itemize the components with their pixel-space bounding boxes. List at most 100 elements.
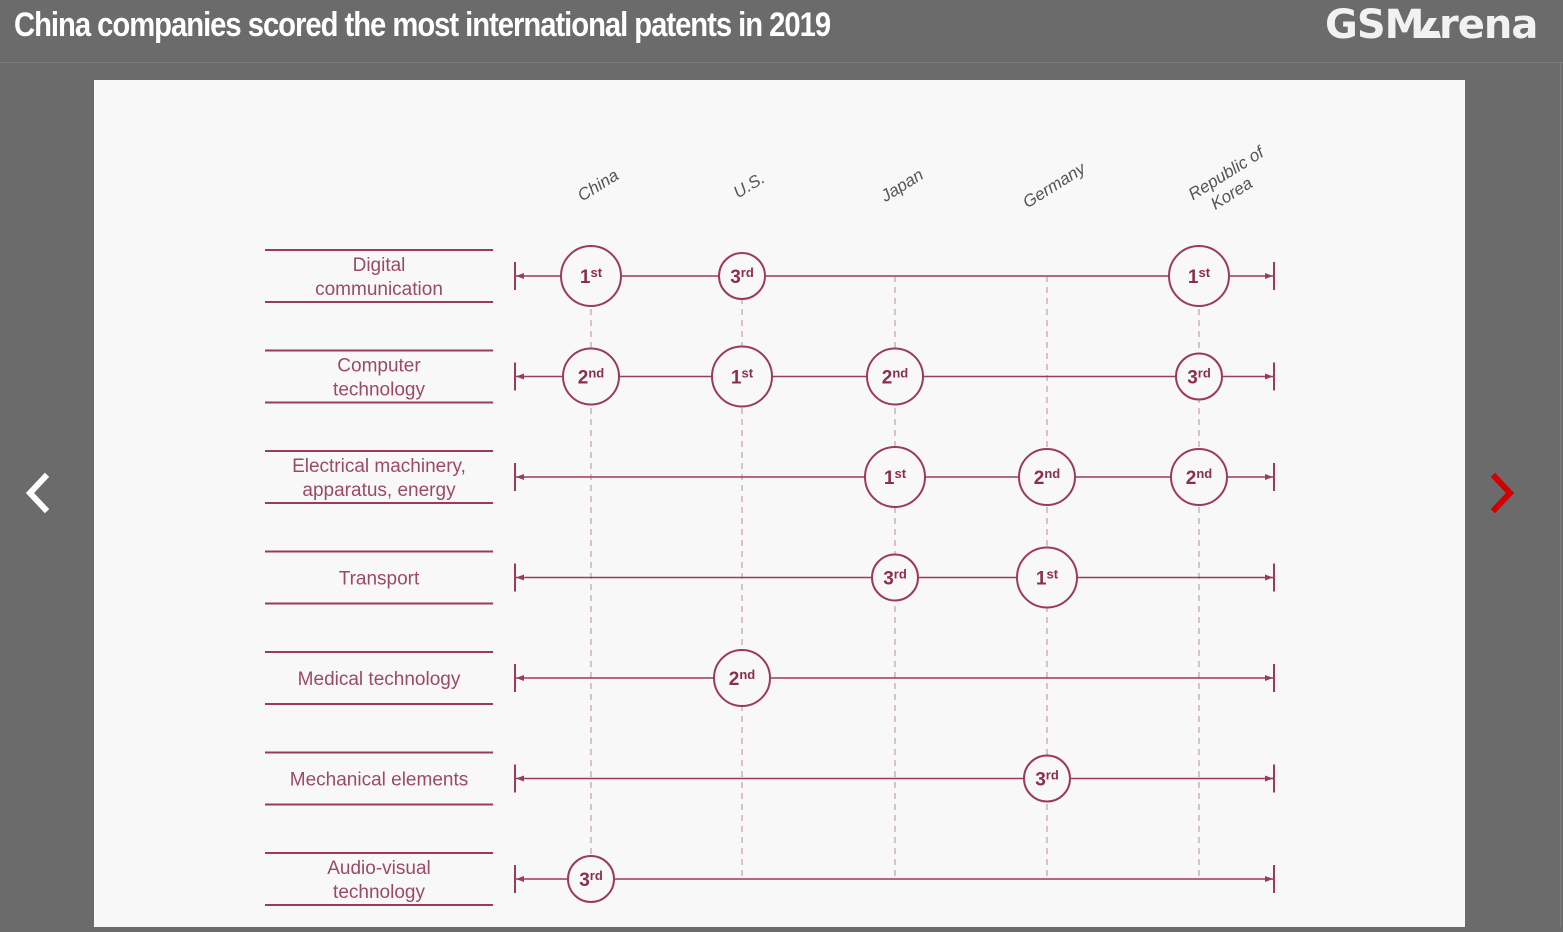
rank-suffix: st	[895, 466, 907, 481]
row-label-line: communication	[315, 279, 443, 300]
rank-marker: 2nd	[562, 347, 620, 406]
rank-marker: 1st	[560, 245, 622, 307]
rank-suffix: rd	[1198, 366, 1211, 381]
rank-label: 1st	[1188, 265, 1211, 288]
rank-number: 1	[1188, 267, 1199, 288]
rank-number: 3	[883, 569, 894, 590]
rank-number: 3	[579, 870, 590, 891]
rank-circle	[1168, 245, 1230, 307]
patent-ranking-chart: China U.S. Japan Germany Republic ofKorea Dig…	[265, 142, 1275, 906]
rank-circle	[1016, 546, 1078, 609]
row-label-line: apparatus, energy	[302, 480, 456, 501]
rank-suffix: rd	[894, 567, 907, 582]
rank-suffix: nd	[739, 667, 755, 682]
rank-label: 3rd	[1187, 366, 1211, 389]
rank-suffix: rd	[741, 265, 754, 280]
rank-circle	[871, 553, 919, 602]
rank-suffix: nd	[1044, 466, 1060, 481]
row-label: Digital communication	[315, 255, 443, 300]
rank-label: 2nd	[1186, 466, 1213, 489]
rank-number: 3	[730, 267, 741, 288]
rank-number: 2	[1186, 468, 1197, 489]
column-label-line: U.S.	[730, 169, 768, 203]
row-label-line: technology	[333, 882, 425, 903]
rank-circle	[1175, 352, 1223, 401]
page-title: China companies scored the most internat…	[14, 6, 831, 44]
column-label-japan: Japan	[877, 165, 927, 206]
rank-marker: 2nd	[713, 649, 771, 707]
row-label: Transport	[339, 569, 420, 590]
column-label-line: China	[574, 166, 622, 206]
next-image-button[interactable]	[1482, 468, 1522, 518]
rank-circle	[567, 855, 615, 903]
rank-marker: 3rd	[567, 855, 615, 903]
rank-marker: 3rd	[871, 553, 919, 602]
rank-circle	[562, 347, 620, 406]
rank-marker: 1st	[864, 446, 926, 508]
chevron-right-icon	[1490, 472, 1515, 514]
rank-marker: 3rd	[718, 252, 766, 300]
row-electrical-machinery-apparatus-energy: Electrical machinery, apparatus, energy 1s…	[265, 446, 1275, 508]
rank-label: 1st	[884, 466, 907, 489]
rank-circle	[713, 649, 771, 707]
column-label-u-s-: U.S.	[730, 169, 768, 203]
rank-circle	[1018, 448, 1076, 506]
rank-label: 2nd	[882, 366, 909, 389]
previous-image-button[interactable]	[18, 468, 58, 518]
rank-marker: 2nd	[1018, 448, 1076, 506]
column-label-china: China	[574, 166, 622, 206]
row-label-line: Digital	[353, 255, 406, 276]
logo-wordmark: GSM rena	[1325, 2, 1538, 48]
chevron-left-icon	[25, 472, 50, 514]
rank-label: 3rd	[730, 265, 754, 288]
column-label-line: Japan	[877, 165, 927, 206]
rank-suffix: st	[1047, 567, 1059, 582]
rank-suffix: nd	[1196, 466, 1212, 481]
rank-label: 2nd	[578, 366, 605, 389]
rank-circle	[718, 252, 766, 300]
rank-marker: 2nd	[866, 347, 924, 406]
rank-suffix: nd	[588, 366, 604, 381]
rank-label: 3rd	[1035, 768, 1059, 791]
rank-marker: 1st	[711, 345, 773, 408]
rank-circle	[711, 345, 773, 408]
rank-label: 3rd	[579, 868, 603, 891]
rank-marker: 3rd	[1023, 754, 1071, 803]
row-label-line: Transport	[339, 569, 420, 590]
image-stage: China U.S. Japan Germany Republic ofKorea Dig…	[94, 80, 1465, 927]
rank-circle	[866, 347, 924, 406]
scroll-edge	[1560, 62, 1561, 927]
row-label: Medical technology	[298, 669, 461, 690]
gsmarena-logo[interactable]: GSM rena	[1325, 2, 1541, 55]
rank-suffix: st	[591, 265, 603, 280]
rank-marker: 1st	[1168, 245, 1230, 307]
row-label: Electrical machinery, apparatus, energy	[292, 456, 466, 501]
rank-label: 1st	[580, 265, 603, 288]
rank-suffix: rd	[1046, 768, 1059, 783]
rank-suffix: st	[1199, 265, 1211, 280]
row-label-line: Computer	[337, 356, 421, 377]
row-transport: Transport 3rd 1st	[265, 546, 1275, 609]
rank-label: 1st	[1036, 567, 1059, 590]
rank-label: 1st	[731, 366, 754, 389]
rank-suffix: st	[742, 366, 754, 381]
rank-number: 2	[882, 368, 893, 389]
rank-number: 1	[1036, 569, 1047, 590]
row-label-line: Mechanical elements	[290, 770, 468, 791]
header-bar: China companies scored the most internat…	[0, 0, 1563, 63]
rank-number: 2	[729, 669, 740, 690]
rank-label: 2nd	[1034, 466, 1061, 489]
column-label-germany: Germany	[1019, 158, 1090, 212]
rank-circle	[1170, 448, 1228, 506]
row-mechanical-elements: Mechanical elements 3rd	[265, 751, 1275, 806]
row-label: Mechanical elements	[290, 770, 468, 791]
rank-number: 3	[1035, 770, 1046, 791]
rank-suffix: rd	[590, 868, 603, 883]
rank-marker: 1st	[1016, 546, 1078, 609]
rank-circle	[1023, 754, 1071, 803]
rank-marker: 3rd	[1175, 352, 1223, 401]
svg-text:rena: rena	[1439, 4, 1537, 46]
rank-marker: 2nd	[1170, 448, 1228, 506]
